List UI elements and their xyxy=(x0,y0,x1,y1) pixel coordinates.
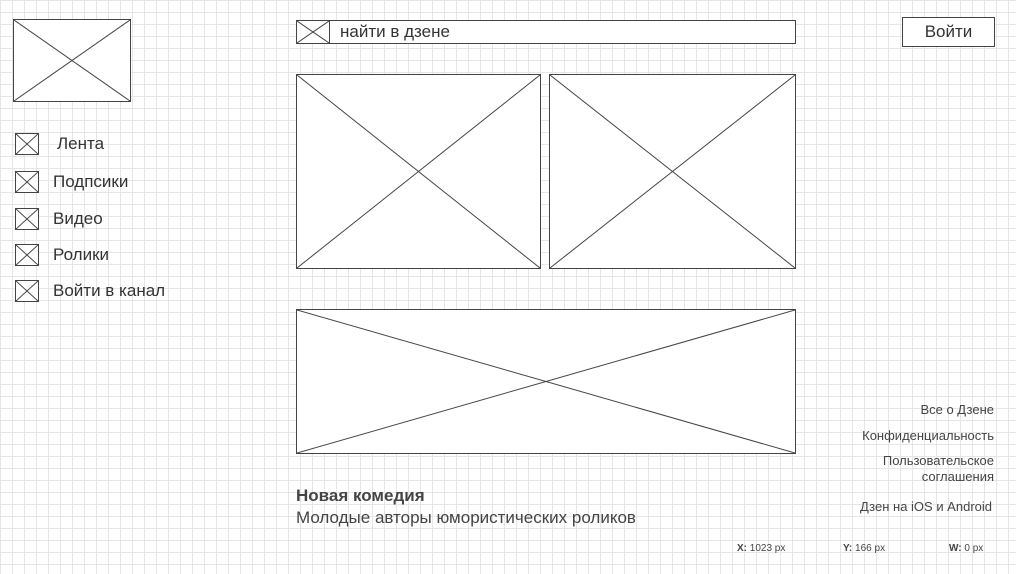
sidebar-item-label: Ролики xyxy=(53,245,110,264)
sidebar-item-feed[interactable]: Лента xyxy=(15,132,104,156)
y-coordinate-value: 166 px xyxy=(855,543,886,554)
image-placeholder-icon xyxy=(297,75,540,268)
sidebar-item-label: Лента xyxy=(57,134,105,153)
footer-link-terms[interactable]: Пользовательское соглашения xyxy=(882,453,994,484)
footer-link-privacy[interactable]: Конфиденциальность xyxy=(862,428,994,443)
sidebar-item-clips[interactable]: Ролики xyxy=(15,243,109,267)
footer-link-apps[interactable]: Дзен на iOS и Android xyxy=(859,499,992,514)
sidebar-item-label: Подпсики xyxy=(53,172,129,191)
x-coordinate-label: X: xyxy=(737,543,747,554)
y-coordinate-readout: Y: 166 px xyxy=(843,543,885,554)
content-image-2[interactable] xyxy=(549,74,796,269)
footer-link-about[interactable]: Все о Дзене xyxy=(920,402,994,417)
image-placeholder-icon xyxy=(14,20,130,101)
sidebar-item-label: Войти в канал xyxy=(53,281,166,300)
width-label: W: xyxy=(949,543,962,554)
feed-icon xyxy=(15,133,39,155)
y-coordinate-label: Y: xyxy=(843,543,853,554)
search-bar xyxy=(296,20,796,44)
post-subtitle: Молодые авторы юмористических роликов xyxy=(296,508,636,527)
search-input[interactable] xyxy=(330,22,780,42)
image-placeholder-icon xyxy=(297,310,795,453)
width-readout: W: 0 px xyxy=(949,543,983,554)
sidebar-item-channel-login[interactable]: Войти в канал xyxy=(15,279,165,303)
login-button[interactable]: Войти xyxy=(902,17,995,47)
clips-icon xyxy=(15,244,39,266)
subscriptions-icon xyxy=(15,171,39,193)
sidebar-item-video[interactable]: Видео xyxy=(15,207,103,231)
x-coordinate-readout: X: 1023 px xyxy=(737,543,785,554)
channel-icon xyxy=(15,280,39,302)
search-icon[interactable] xyxy=(297,21,330,43)
image-placeholder-icon xyxy=(550,75,795,268)
sidebar-item-label: Видео xyxy=(53,209,103,228)
logo-placeholder[interactable] xyxy=(13,19,131,102)
video-icon xyxy=(15,208,39,230)
post-banner-image[interactable] xyxy=(296,309,796,454)
x-coordinate-value: 1023 px xyxy=(749,543,786,554)
post-title[interactable]: Новая комедия xyxy=(296,486,425,505)
sidebar-item-subscriptions[interactable]: Подпсики xyxy=(15,170,128,194)
content-image-1[interactable] xyxy=(296,74,541,269)
width-value: 0 px xyxy=(964,543,984,554)
